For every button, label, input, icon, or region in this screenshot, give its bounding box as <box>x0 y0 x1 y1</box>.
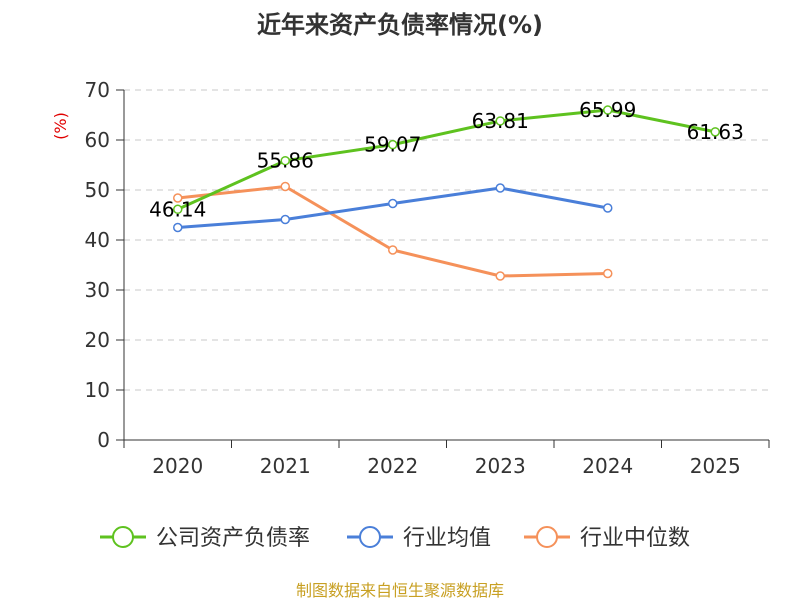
legend-swatch-marker <box>359 526 381 548</box>
x-tick-label: 2020 <box>152 454 203 478</box>
data-point <box>173 193 183 203</box>
data-point <box>495 183 505 193</box>
data-point <box>280 155 290 166</box>
data-labels: 46.14 55.86 59.07 63.81 65.99 61.63 <box>149 98 744 221</box>
data-point <box>280 181 290 192</box>
data-label: 63.81 <box>472 109 529 133</box>
legend-swatch-marker <box>112 526 134 548</box>
source-note: 制图数据来自恒生聚源数据库 <box>296 581 504 600</box>
gridlines <box>124 89 769 391</box>
data-point <box>173 204 183 215</box>
data-point <box>603 268 613 279</box>
series-lines <box>173 105 720 281</box>
series-line-0 <box>177 108 716 211</box>
x-tick-label: 2021 <box>260 454 311 478</box>
data-label: 59.07 <box>364 133 421 157</box>
data-point <box>603 203 613 213</box>
y-tick-label: 40 <box>85 228 110 252</box>
data-point <box>603 105 613 115</box>
data-label: 46.14 <box>149 197 206 221</box>
y-tick-label: 0 <box>97 428 110 452</box>
y-tick-label: 60 <box>85 128 110 152</box>
legend-swatch-marker <box>536 526 558 548</box>
data-label: 55.86 <box>257 149 314 173</box>
legend-label: 行业均值 <box>403 526 491 551</box>
data-label: 61.63 <box>687 120 744 144</box>
data-point <box>495 116 505 126</box>
legend: 公司资产负债率 行业均值 行业中位数 <box>100 526 690 551</box>
x-axis-ticks: 2020 2021 2022 2023 2024 2025 <box>123 440 770 478</box>
data-point <box>710 127 720 137</box>
data-point <box>173 222 183 233</box>
data-point <box>495 271 505 281</box>
data-label: 65.99 <box>579 98 636 122</box>
y-tick-label: 10 <box>85 378 110 402</box>
legend-label: 行业中位数 <box>580 526 690 551</box>
x-tick-label: 2025 <box>690 454 741 478</box>
y-axis-label: (%) <box>51 112 70 140</box>
data-point <box>388 198 398 209</box>
y-tick-label: 50 <box>85 178 110 202</box>
x-tick-label: 2022 <box>367 454 418 478</box>
y-tick-label: 20 <box>85 328 110 352</box>
y-axis-ticks: 0 10 20 30 40 50 60 70 <box>85 78 124 452</box>
y-tick-label: 30 <box>85 278 110 302</box>
data-point <box>388 139 398 150</box>
y-tick-label: 70 <box>85 78 110 102</box>
x-tick-label: 2024 <box>582 454 633 478</box>
x-tick-label: 2023 <box>475 454 526 478</box>
chart-title: 近年来资产负债率情况(%) <box>257 11 543 39</box>
data-point <box>388 245 398 255</box>
data-point <box>280 214 290 225</box>
axes <box>123 90 769 441</box>
legend-label: 公司资产负债率 <box>156 526 310 551</box>
